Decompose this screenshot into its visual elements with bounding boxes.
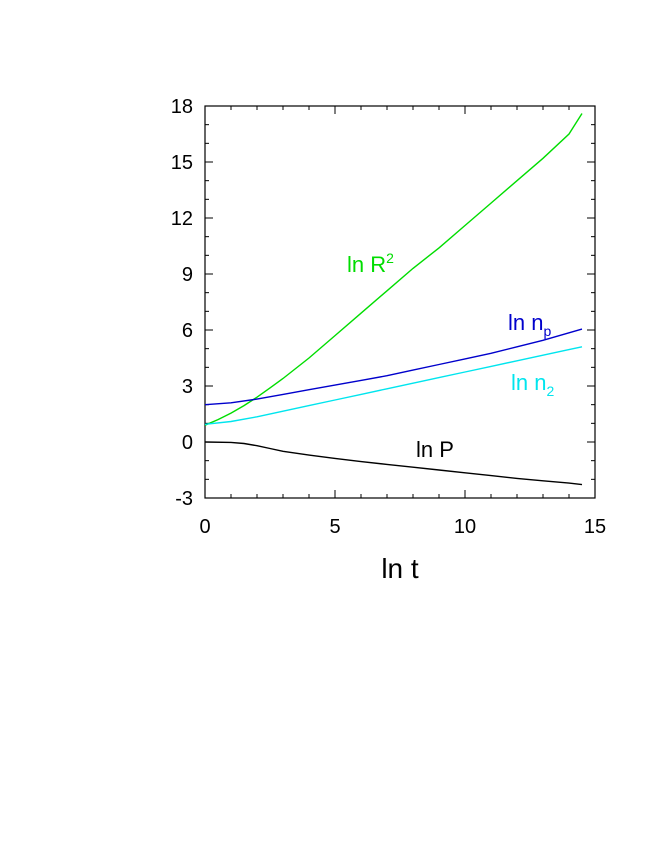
series-label-3: ln P <box>416 437 454 462</box>
series-line-1 <box>204 328 583 406</box>
series-line-0 <box>204 113 583 426</box>
series-label-2: ln n2 <box>511 370 554 399</box>
y-tick-label: 0 <box>182 432 193 454</box>
tick-marks <box>204 105 596 499</box>
x-tick-label: 10 <box>454 516 476 538</box>
series-label-subscript: 2 <box>546 383 554 399</box>
y-tick-labels: -3 0 3 6 9 12 15 18 <box>171 96 193 510</box>
y-tick-label: 3 <box>182 376 193 398</box>
y-tick-label: -3 <box>175 488 193 510</box>
series-label-name: ln R <box>347 252 386 277</box>
y-tick-label: 18 <box>171 96 193 118</box>
y-tick-label: 12 <box>171 208 193 230</box>
x-axis-title: ln t <box>381 553 419 584</box>
series-line-3 <box>204 441 583 486</box>
series-label-1: ln np <box>508 310 551 339</box>
x-tick-label: 15 <box>584 516 606 538</box>
x-tick-labels: 0 5 10 15 <box>199 516 606 538</box>
series-label-name: ln n <box>511 370 546 395</box>
x-tick-label: 5 <box>329 516 340 538</box>
series-lines <box>204 113 583 486</box>
y-tick-label: 6 <box>182 320 193 342</box>
series-label-name: ln n <box>508 310 543 335</box>
series-line-2 <box>204 346 583 425</box>
series-label-0: ln R2 <box>347 250 394 277</box>
plot-frame <box>204 105 596 499</box>
y-tick-label: 15 <box>171 152 193 174</box>
series-label-superscript: 2 <box>386 250 394 266</box>
x-tick-label: 0 <box>199 516 210 538</box>
series-label-name: ln P <box>416 437 454 462</box>
series-label-subscript: p <box>543 323 551 339</box>
y-tick-label: 9 <box>182 264 193 286</box>
